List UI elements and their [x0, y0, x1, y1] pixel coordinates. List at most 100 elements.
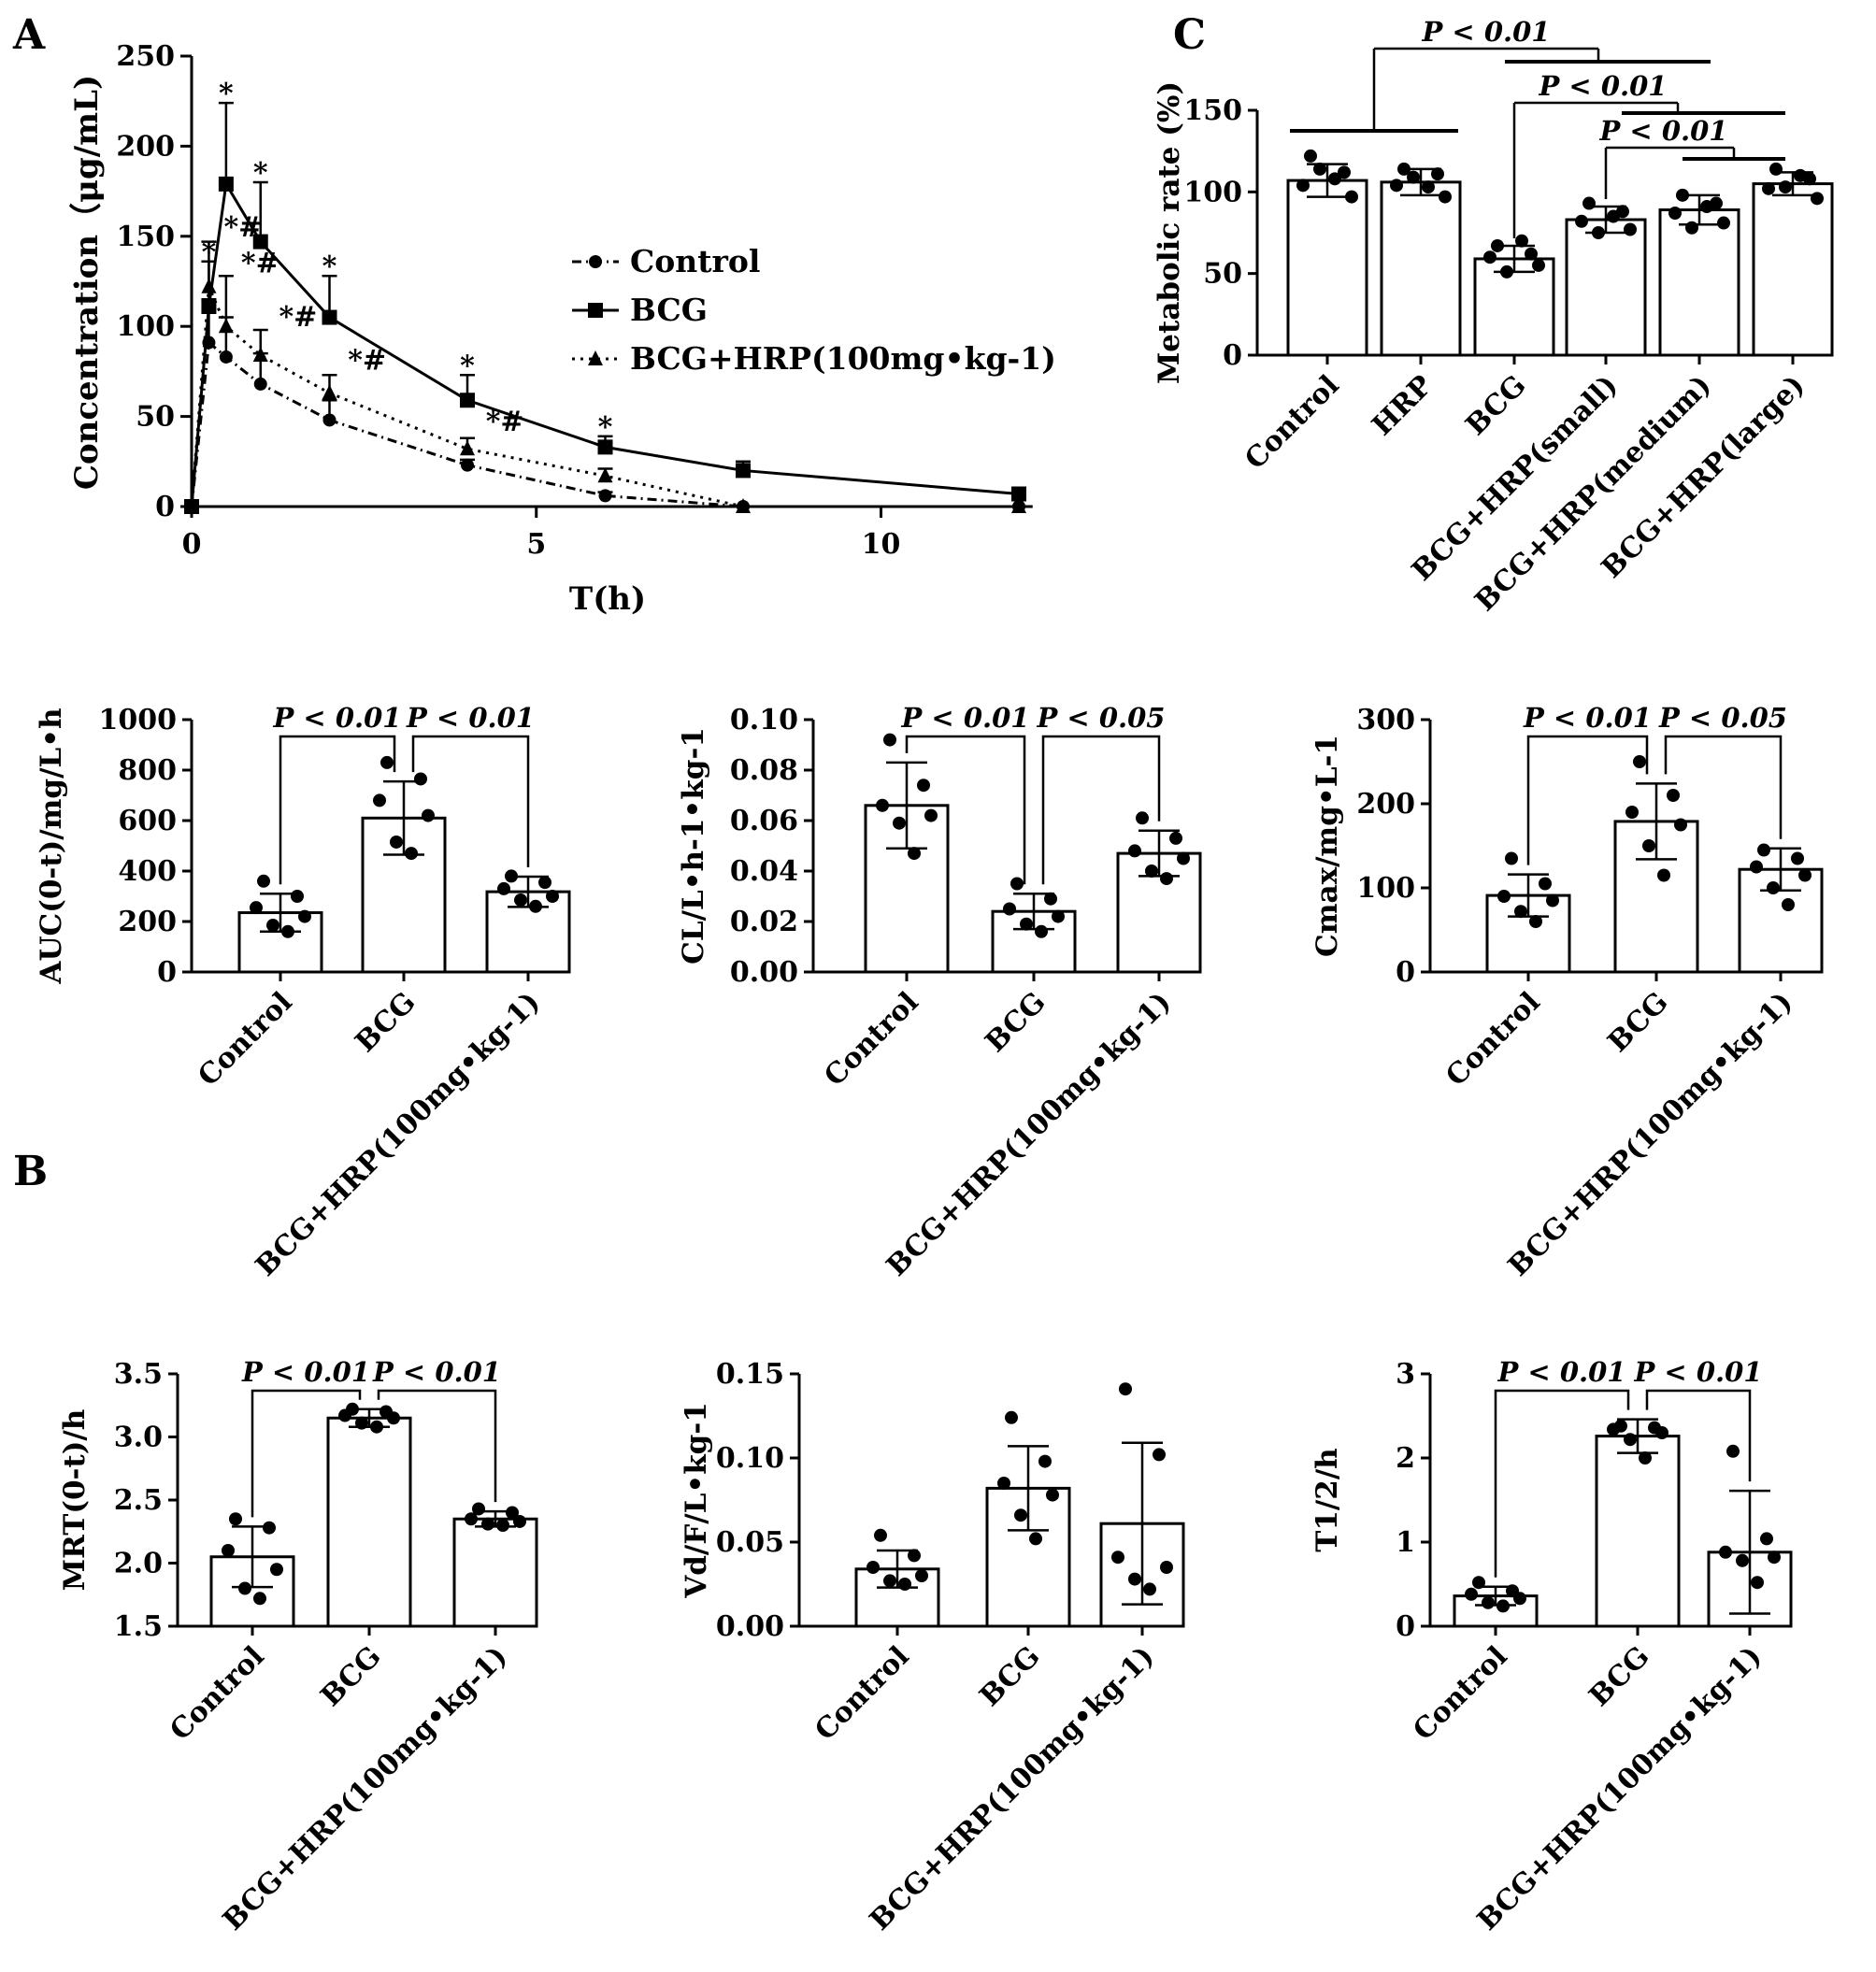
data-point — [355, 1416, 368, 1430]
category-label: BCG — [1460, 369, 1533, 442]
legend-label: BCG+HRP(100mg•kg-1) — [630, 340, 1056, 377]
significance-mark: * — [322, 250, 337, 283]
y-tick-label: 0 — [1396, 956, 1415, 989]
data-point — [1003, 902, 1016, 916]
data-point — [1153, 1448, 1166, 1462]
bar — [326, 1416, 412, 1628]
data-point — [597, 439, 613, 455]
data-point — [1169, 831, 1182, 845]
data-point — [1768, 1550, 1781, 1565]
data-point — [1529, 915, 1542, 928]
data-point — [1668, 207, 1682, 221]
data-point — [997, 1477, 1010, 1490]
bar — [1595, 1435, 1681, 1628]
significance-mark: *# — [348, 344, 386, 377]
data-point — [373, 793, 386, 807]
x-tick-label: 5 — [526, 528, 546, 561]
data-point — [1750, 860, 1763, 874]
data-point — [1767, 881, 1780, 894]
data-point — [1625, 806, 1639, 819]
comparison-bracket — [411, 735, 530, 867]
data-point — [513, 1514, 526, 1528]
data-point — [253, 377, 267, 391]
data-point — [1052, 909, 1065, 923]
p-value: P < 0.01 — [1523, 702, 1652, 734]
p-value: P < 0.01 — [1634, 1356, 1763, 1388]
y-axis-label: AUC(0-t)/mg/L•h — [35, 707, 68, 984]
data-point — [1497, 890, 1511, 903]
p-value: P < 0.01 — [406, 702, 535, 734]
data-point — [266, 919, 279, 933]
y-tick-label: 0 — [1223, 339, 1242, 372]
data-point — [1005, 1410, 1018, 1424]
y-tick-label: 3.5 — [114, 1358, 163, 1391]
data-point — [1029, 1532, 1042, 1546]
category-label: BCG — [315, 1640, 388, 1713]
data-point — [1592, 226, 1605, 239]
data-point — [506, 1506, 519, 1520]
y-axis-label: MRT(0-t)/h — [58, 1409, 92, 1592]
legend-marker — [588, 303, 603, 318]
data-point — [1719, 1545, 1732, 1559]
panel-label-c: C — [1173, 11, 1206, 59]
data-point — [1515, 234, 1528, 248]
legend-label: Control — [630, 243, 760, 279]
x-tick-label: 10 — [862, 528, 901, 561]
y-tick-label: 3 — [1396, 1358, 1415, 1391]
data-point — [322, 413, 337, 427]
data-point — [1676, 188, 1689, 202]
data-point — [250, 901, 263, 915]
category-label: BCG — [350, 986, 422, 1059]
category-label: Control — [1239, 369, 1345, 476]
data-point — [1345, 190, 1358, 204]
data-point — [1769, 162, 1783, 176]
comparison-bracket — [1526, 735, 1649, 865]
data-point — [1736, 1553, 1749, 1567]
x-tick-label: 0 — [182, 528, 202, 561]
data-point — [1532, 258, 1545, 272]
data-point — [270, 1563, 283, 1577]
significance-mark: * — [460, 350, 475, 382]
data-point — [924, 808, 938, 822]
data-point — [1119, 1382, 1132, 1396]
p-value: P < 0.05 — [1037, 702, 1166, 734]
y-tick-label: 100 — [1356, 872, 1415, 905]
data-point — [1811, 192, 1824, 206]
comparison-bracket — [377, 1389, 497, 1503]
significance-mark: *# — [279, 301, 317, 334]
data-point — [1338, 165, 1351, 179]
data-point — [1011, 498, 1026, 513]
data-point — [322, 309, 337, 325]
comparison-bracket — [1041, 735, 1161, 885]
y-tick-label: 0.06 — [730, 805, 798, 837]
data-point — [465, 1512, 478, 1526]
data-point — [1111, 1550, 1124, 1565]
category-label: Control — [818, 986, 924, 1093]
y-axis-label: Vd/F/L•kg-1 — [680, 1402, 713, 1599]
bar — [452, 1517, 538, 1628]
p-value: P < 0.05 — [1658, 702, 1787, 734]
data-point — [497, 881, 510, 895]
y-tick-label: 1000 — [99, 704, 178, 736]
data-point — [1546, 893, 1559, 907]
y-tick-label: 2.0 — [114, 1548, 163, 1580]
data-point — [514, 893, 527, 907]
data-point — [1757, 843, 1770, 857]
data-point — [238, 1581, 251, 1595]
data-point — [1514, 905, 1527, 919]
data-point — [908, 1549, 921, 1563]
category-label: Control — [164, 1640, 270, 1747]
data-point — [505, 869, 518, 883]
y-tick-label: 400 — [118, 855, 177, 888]
y-tick-label: 0.08 — [730, 754, 798, 787]
data-point — [1751, 1576, 1764, 1590]
comparison-bracket — [1494, 1389, 1630, 1578]
data-point — [281, 924, 294, 938]
data-point — [481, 1517, 494, 1531]
data-point — [1439, 190, 1452, 204]
data-point — [1798, 868, 1812, 882]
